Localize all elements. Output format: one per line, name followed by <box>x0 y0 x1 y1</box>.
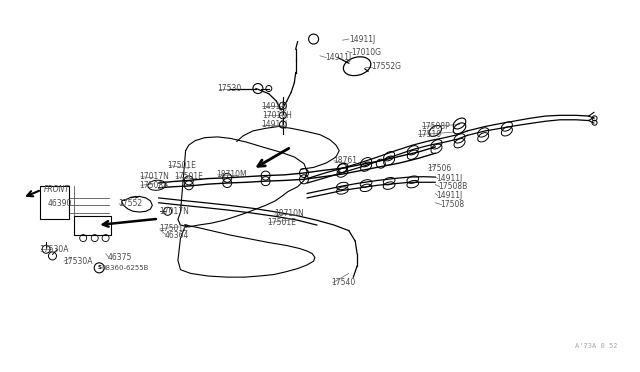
Text: 14911J: 14911J <box>349 35 375 44</box>
Text: 17010G: 17010G <box>351 48 381 57</box>
Text: 14911J: 14911J <box>436 174 463 183</box>
Text: 46390: 46390 <box>48 199 72 208</box>
Text: 18710M: 18710M <box>216 170 247 179</box>
Text: 17501E: 17501E <box>268 218 296 227</box>
Text: 14911J: 14911J <box>436 191 463 200</box>
Text: 14911J: 14911J <box>325 53 351 62</box>
Text: 17508: 17508 <box>440 200 465 209</box>
Text: FRONT: FRONT <box>44 185 70 194</box>
Text: 17508P: 17508P <box>421 122 450 131</box>
Text: A'73A 0 52: A'73A 0 52 <box>575 343 618 349</box>
Text: 17017N: 17017N <box>159 207 189 216</box>
Text: 08360-6255B: 08360-6255B <box>101 265 148 271</box>
Text: 17530A: 17530A <box>63 257 92 266</box>
Bar <box>40 186 69 219</box>
Text: 17510: 17510 <box>417 130 442 139</box>
Text: 14911J: 14911J <box>261 121 287 129</box>
Text: 18761: 18761 <box>333 156 357 165</box>
Text: 17540: 17540 <box>332 278 356 287</box>
Text: 17530A: 17530A <box>40 245 69 254</box>
Text: 17501E: 17501E <box>159 224 188 233</box>
Text: 46364: 46364 <box>165 231 189 240</box>
Text: 18710N: 18710N <box>274 209 303 218</box>
Text: 17552G: 17552G <box>371 62 401 71</box>
Text: 17508B: 17508B <box>438 182 468 191</box>
Text: 17017N: 17017N <box>140 172 170 181</box>
Text: 14911J: 14911J <box>261 102 287 111</box>
Text: 17010H: 17010H <box>262 111 292 120</box>
Text: 46375: 46375 <box>108 253 132 262</box>
Text: 17501E: 17501E <box>168 161 196 170</box>
Text: S: S <box>97 265 101 270</box>
Bar <box>74 216 111 235</box>
Text: 17501E: 17501E <box>174 172 203 181</box>
Text: 17506: 17506 <box>428 164 452 173</box>
Text: 17530: 17530 <box>218 84 242 93</box>
Text: 17508A: 17508A <box>140 181 169 190</box>
Text: 17552: 17552 <box>118 199 142 208</box>
